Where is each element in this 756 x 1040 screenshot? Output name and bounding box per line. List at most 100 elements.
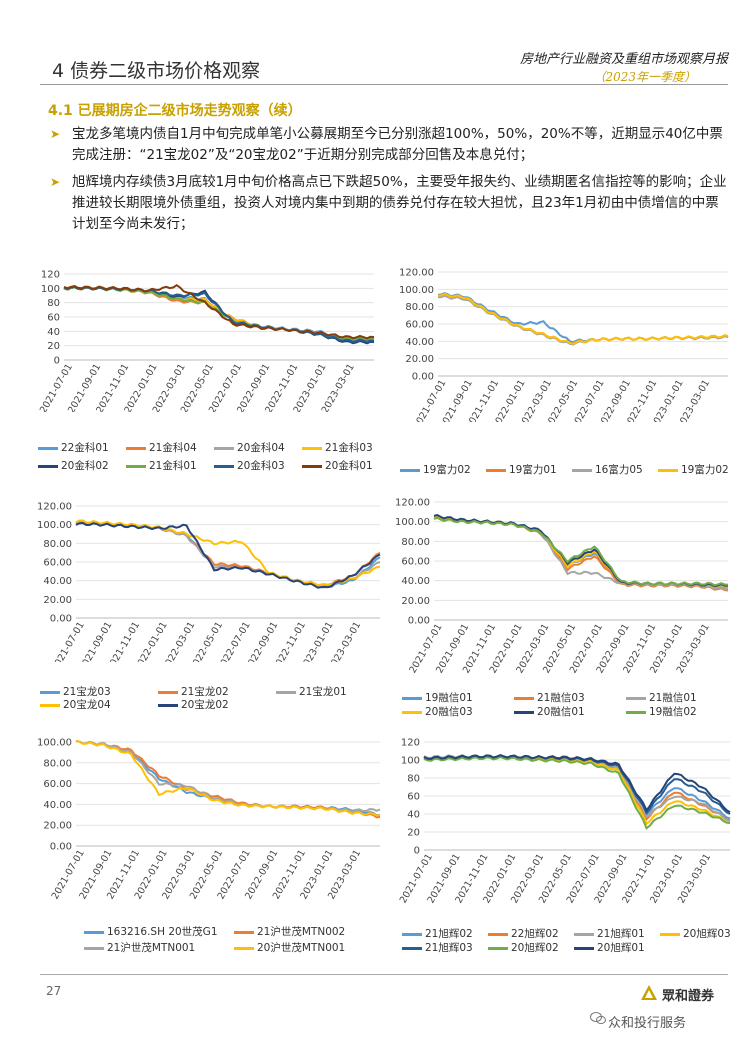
- chart-rongxin: 0.0020.0040.0060.0080.00100.00120.002021…: [395, 498, 729, 675]
- legend-swatch: [38, 446, 58, 450]
- y-tick-label: 80.00: [405, 302, 434, 313]
- legend-label: 20宝龙04: [63, 699, 111, 711]
- legend-swatch: [402, 710, 422, 714]
- legend-item: 16富力05: [572, 462, 643, 477]
- legend-label: 19富力02: [681, 464, 729, 476]
- legend-item: 20融信03: [402, 704, 473, 719]
- legend-item: 20融信01: [514, 704, 585, 719]
- report-title: 房地产行业融资及重组市场观察月报: [519, 52, 728, 67]
- series-line: [423, 754, 731, 823]
- y-tick-label: 120.00: [37, 502, 72, 513]
- legend-swatch: [84, 946, 104, 950]
- y-tick-label: 60: [407, 792, 420, 803]
- legend-swatch: [214, 464, 234, 468]
- legend-swatch: [302, 464, 322, 468]
- legend-label: 20金科02: [61, 460, 109, 472]
- y-tick-label: 0.00: [50, 614, 72, 625]
- legend-label: 20旭辉01: [597, 942, 645, 954]
- legend-swatch: [658, 468, 678, 472]
- legend-item: 20金科04: [214, 440, 285, 455]
- y-tick-label: 60.00: [43, 558, 72, 569]
- legend-item: 21宝龙01: [276, 684, 347, 699]
- chart-fuli: 0.0020.0040.0060.0080.00100.00120.002021…: [399, 268, 729, 422]
- legend-swatch: [40, 690, 60, 694]
- legend-item: 21金科01: [126, 458, 197, 473]
- legend-item: 20旭辉02: [488, 940, 559, 955]
- legend-item: 20金科02: [38, 458, 109, 473]
- legend-label: 19融信01: [425, 692, 473, 704]
- series-line: [75, 740, 381, 817]
- legend-item: 21金科04: [126, 440, 197, 455]
- series-line: [437, 292, 729, 345]
- legend-label: 20融信03: [425, 706, 473, 718]
- series-line: [423, 754, 731, 814]
- legend-swatch: [514, 710, 534, 714]
- series-line: [423, 754, 731, 822]
- bullet-text: 旭辉境内存续债3月底较1月中旬价格高点已下跌超50%，主要受年报失约、业绩期匿名…: [72, 174, 727, 232]
- legend-item: 20金科01: [302, 458, 373, 473]
- y-tick-label: 80.00: [401, 537, 430, 548]
- y-tick-label: 100.00: [395, 517, 430, 528]
- series-line: [75, 521, 381, 589]
- bullet-item: ➤ 旭辉境内存续债3月底较1月中旬价格高点已下跌超50%，主要受年报失约、业绩期…: [50, 172, 732, 235]
- legend-label: 16富力05: [595, 464, 643, 476]
- legend-item: 20宝龙04: [40, 697, 111, 712]
- legend-swatch: [626, 710, 646, 714]
- series-line: [433, 516, 728, 587]
- legend-item: 21金科03: [302, 440, 373, 455]
- series-line: [75, 520, 381, 587]
- y-tick-label: 60.00: [401, 557, 430, 568]
- y-tick-label: 40.00: [401, 576, 430, 587]
- series-line: [423, 755, 731, 820]
- legend-swatch: [38, 464, 58, 468]
- section-heading: 4.1 已展期房企二级市场走势观察（续）: [48, 103, 302, 119]
- series-line: [433, 514, 728, 588]
- legend-label: 21融信01: [649, 692, 697, 704]
- y-tick-label: 20.00: [43, 821, 72, 832]
- series-line: [437, 293, 729, 345]
- series-line: [63, 283, 375, 340]
- chart-xuhui: 0204060801001202021-07-012021-09-012021-…: [398, 738, 731, 905]
- legend-label: 20金科04: [237, 442, 285, 454]
- y-tick-label: 40: [407, 810, 420, 821]
- page-title: 4 债券二级市场价格观察: [52, 60, 261, 82]
- legend-swatch: [402, 946, 422, 950]
- legend-label: 21旭辉03: [425, 942, 473, 954]
- chart-baolong: 0.00 20.00 40.00 60.00 80.00 100.00 120.00 2021…: [37, 502, 381, 662]
- footer-divider: [40, 974, 728, 975]
- y-tick-label: 60: [47, 313, 60, 324]
- chart-legend: 163216.SH 20世茂G1 21沪世茂MTN002 21沪世茂MTN001 20…: [84, 924, 384, 954]
- legend-label: 21金科01: [149, 460, 197, 472]
- logo-mark-icon: [641, 985, 657, 1000]
- legend-item: 21旭辉03: [402, 940, 473, 955]
- legend-item: 21宝龙03: [40, 684, 111, 699]
- legend-label: 19富力01: [509, 464, 557, 476]
- legend-swatch: [626, 696, 646, 700]
- wechat-icon: [590, 1012, 606, 1025]
- page-number: 27: [46, 984, 62, 998]
- legend-item: 19融信01: [402, 690, 473, 705]
- legend-swatch: [400, 468, 420, 472]
- legend-item: 20沪世茂MTN001: [234, 940, 345, 955]
- x-tick-label: 2021-07-01: [50, 620, 87, 662]
- company-logo: 眾和證券: [640, 984, 740, 1006]
- legend-swatch: [126, 446, 146, 450]
- legend-label: 20沪世茂MTN001: [257, 942, 346, 954]
- watermark-text: 众和投行服务: [608, 1016, 687, 1031]
- chart-shimao: 0.0020.0040.0060.0080.00100.002021-07-01…: [37, 738, 381, 901]
- y-tick-label: 40: [47, 327, 60, 338]
- legend-item: 21宝龙02: [158, 684, 229, 699]
- legend-label: 21旭辉02: [425, 928, 473, 940]
- legend-label: 163216.SH 20世茂G1: [107, 926, 218, 938]
- y-tick-label: 100.00: [399, 285, 434, 296]
- y-tick-label: 120: [401, 738, 420, 749]
- legend-swatch: [158, 703, 178, 707]
- y-tick-label: 60.00: [405, 320, 434, 331]
- legend-swatch: [214, 446, 234, 450]
- legend-swatch: [234, 930, 254, 934]
- chart-legend: 19富力02 19富力01 16富力05 19富力02: [400, 462, 740, 482]
- series-line: [437, 292, 729, 344]
- legend-item: 20宝龙02: [158, 697, 229, 712]
- legend-swatch: [234, 946, 254, 950]
- legend-item: 22金科01: [38, 440, 109, 455]
